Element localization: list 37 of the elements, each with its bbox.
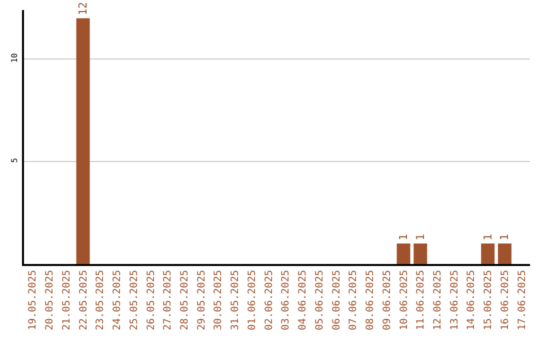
x-tick-label: 15.06.2025: [483, 270, 494, 330]
x-tick-label: 30.05.2025: [213, 270, 224, 330]
x-tick-label: 08.06.2025: [365, 270, 376, 330]
x-tick-label: 14.06.2025: [466, 270, 478, 330]
x-tick-label: 06.06.2025: [331, 270, 342, 330]
x-tick-label: 04.06.2025: [298, 270, 309, 330]
x-tick-label: 21.05.2025: [61, 270, 72, 330]
x-tick-label: 25.05.2025: [128, 270, 140, 330]
y-tick-label: 10: [10, 52, 19, 63]
x-tick-label: 31.05.2025: [230, 270, 242, 330]
x-tick-label: 20.05.2025: [44, 270, 56, 330]
x-tick-label: 01.06.2025: [246, 270, 258, 330]
x-tick-label: 26.05.2025: [146, 270, 157, 330]
x-tick-label: 10.06.2025: [398, 270, 410, 330]
x-tick-label: 24.05.2025: [112, 270, 124, 330]
x-tick-label: 11.06.2025: [416, 270, 427, 330]
x-tick-label: 17.06.2025: [516, 270, 528, 330]
x-tick-label: 28.05.2025: [179, 270, 190, 330]
x-tick-label: 16.06.2025: [500, 270, 511, 330]
y-tick-label: 5: [10, 158, 19, 163]
x-tick-label: 29.05.2025: [196, 270, 208, 330]
data-label: 1: [397, 234, 410, 241]
x-tick-label: 02.06.2025: [264, 270, 275, 330]
x-tick-label: 27.05.2025: [162, 270, 174, 330]
x-tick-label: 22.05.2025: [78, 270, 90, 330]
data-label: 12: [76, 2, 90, 16]
x-tick-label: 07.06.2025: [348, 270, 360, 330]
x-tick-label: 03.06.2025: [280, 270, 292, 330]
x-tick-label: 12.06.2025: [432, 270, 444, 330]
data-label: 1: [498, 234, 512, 241]
data-label: 1: [481, 234, 494, 241]
x-tick-label: 05.06.2025: [314, 270, 326, 330]
x-tick-label: 09.06.2025: [382, 270, 393, 330]
x-tick-label: 13.06.2025: [449, 270, 460, 330]
data-label: 1: [414, 234, 427, 241]
x-tick-label: 19.05.2025: [28, 270, 39, 330]
x-tick-label: 23.05.2025: [95, 270, 106, 330]
